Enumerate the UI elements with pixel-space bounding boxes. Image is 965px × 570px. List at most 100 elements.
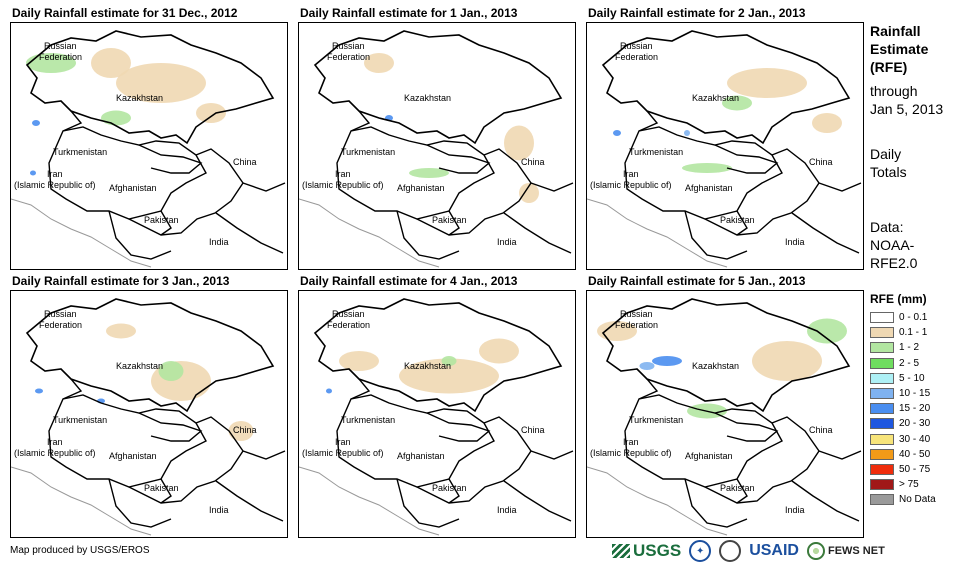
country-border	[426, 412, 491, 442]
label-russia: Russian	[332, 309, 365, 319]
legend-swatch	[870, 357, 894, 369]
country-border	[48, 126, 207, 220]
rainfall-area	[409, 168, 449, 178]
country-border	[242, 182, 286, 192]
country-border	[160, 478, 172, 504]
legend-item: 1 - 2	[870, 340, 936, 355]
panel-title: Daily Rainfall estimate for 2 Jan., 2013	[588, 6, 806, 20]
label-china: China	[809, 157, 833, 167]
country-border	[704, 148, 820, 236]
legend-item: 40 - 50	[870, 447, 936, 462]
data-source: Data: NOAA- RFE2.0	[870, 218, 917, 272]
country-border	[108, 478, 172, 528]
label-afghanistan: Afghanistan	[397, 183, 445, 193]
legend-label: > 75	[899, 479, 919, 491]
country-border	[448, 210, 460, 236]
label-iran: (Islamic Republic of)	[14, 448, 96, 458]
coastline	[587, 198, 728, 268]
label-iran: Iran	[47, 169, 63, 179]
country-border	[215, 212, 284, 254]
rainfall-map: Russian Federation Kazakhstan Turkmenistan I…	[586, 22, 864, 270]
label-pakistan: Pakistan	[144, 215, 179, 225]
country-border	[350, 110, 371, 132]
label-turkmenistan: Turkmenistan	[629, 415, 683, 425]
legend-item: 15 - 20	[870, 401, 936, 416]
rainfall-map: Russian Federation Kazakhstan Turkmenistan I…	[298, 22, 576, 270]
legend-item: 30 - 40	[870, 432, 936, 447]
label-iran: (Islamic Republic of)	[14, 180, 96, 190]
label-iran: Iran	[623, 169, 639, 179]
country-border	[638, 110, 659, 132]
source-line: RFE2.0	[870, 255, 918, 271]
legend-label: 40 - 50	[899, 448, 931, 460]
rainfall-area	[158, 361, 184, 381]
country-border	[396, 210, 460, 260]
legend-swatch	[870, 479, 894, 491]
legend-swatch	[870, 433, 894, 445]
legend-label: 15 - 20	[899, 403, 931, 415]
label-pakistan: Pakistan	[720, 215, 755, 225]
agency-logos: USGS ✦ USAID FEWS NET	[612, 538, 885, 564]
region-border	[601, 30, 851, 145]
country-border	[530, 182, 574, 192]
source-line: NOAA-	[870, 237, 915, 253]
legend-swatch	[870, 448, 894, 460]
label-iran: Iran	[47, 437, 63, 447]
rainfall-area	[399, 358, 499, 394]
country-border	[638, 378, 659, 400]
label-turkmenistan: Turkmenistan	[53, 147, 107, 157]
rainfall-area	[722, 95, 752, 111]
legend-item: 20 - 30	[870, 416, 936, 431]
heading-line: (RFE)	[870, 59, 908, 75]
rainfall-area	[597, 321, 637, 341]
country-border	[62, 378, 83, 400]
country-border	[62, 110, 83, 132]
rainfall-area	[196, 103, 226, 123]
rainfall-area	[639, 362, 655, 370]
country-border	[503, 480, 572, 522]
label-kazakhstan: Kazakhstan	[116, 361, 163, 371]
legend-swatch	[870, 494, 894, 506]
panel-title: Daily Rainfall estimate for 5 Jan., 2013	[588, 274, 806, 288]
country-border	[416, 416, 532, 504]
country-border	[684, 210, 748, 260]
label-pakistan: Pakistan	[720, 483, 755, 493]
country-border	[160, 210, 172, 236]
region-border	[25, 298, 275, 413]
country-border	[128, 148, 244, 236]
label-kazakhstan: Kazakhstan	[692, 93, 739, 103]
rainfall-area	[752, 341, 822, 381]
label-china: China	[809, 425, 833, 435]
country-border	[791, 480, 860, 522]
label-pakistan: Pakistan	[432, 483, 467, 493]
legend-swatch	[870, 388, 894, 400]
legend-label: 10 - 15	[899, 388, 931, 400]
legend-swatch	[870, 403, 894, 415]
legend-item: > 75	[870, 477, 936, 492]
label-afghanistan: Afghanistan	[397, 451, 445, 461]
rainfall-map: Russian Federation Kazakhstan Turkmenistan I…	[10, 22, 288, 270]
label-kazakhstan: Kazakhstan	[116, 93, 163, 103]
country-border	[530, 450, 574, 460]
country-border	[624, 126, 783, 220]
label-russia: Russian	[44, 41, 77, 51]
usgs-logo: USGS	[612, 541, 681, 561]
source-line: Data:	[870, 219, 904, 235]
panel-title: Daily Rainfall estimate for 3 Jan., 2013	[12, 274, 230, 288]
label-turkmenistan: Turkmenistan	[341, 147, 395, 157]
country-border	[138, 144, 203, 174]
through-value: Jan 5, 2013	[870, 101, 944, 117]
rainfall-area	[807, 318, 847, 344]
legend-label: 2 - 5	[899, 357, 920, 369]
legend-swatch	[870, 312, 894, 324]
legend-swatch	[870, 463, 894, 475]
legend-label: 0.1 - 1	[899, 327, 928, 339]
coastline	[587, 466, 728, 536]
country-border	[242, 450, 286, 460]
label-kazakhstan: Kazakhstan	[404, 93, 451, 103]
rainfall-area	[228, 421, 254, 441]
